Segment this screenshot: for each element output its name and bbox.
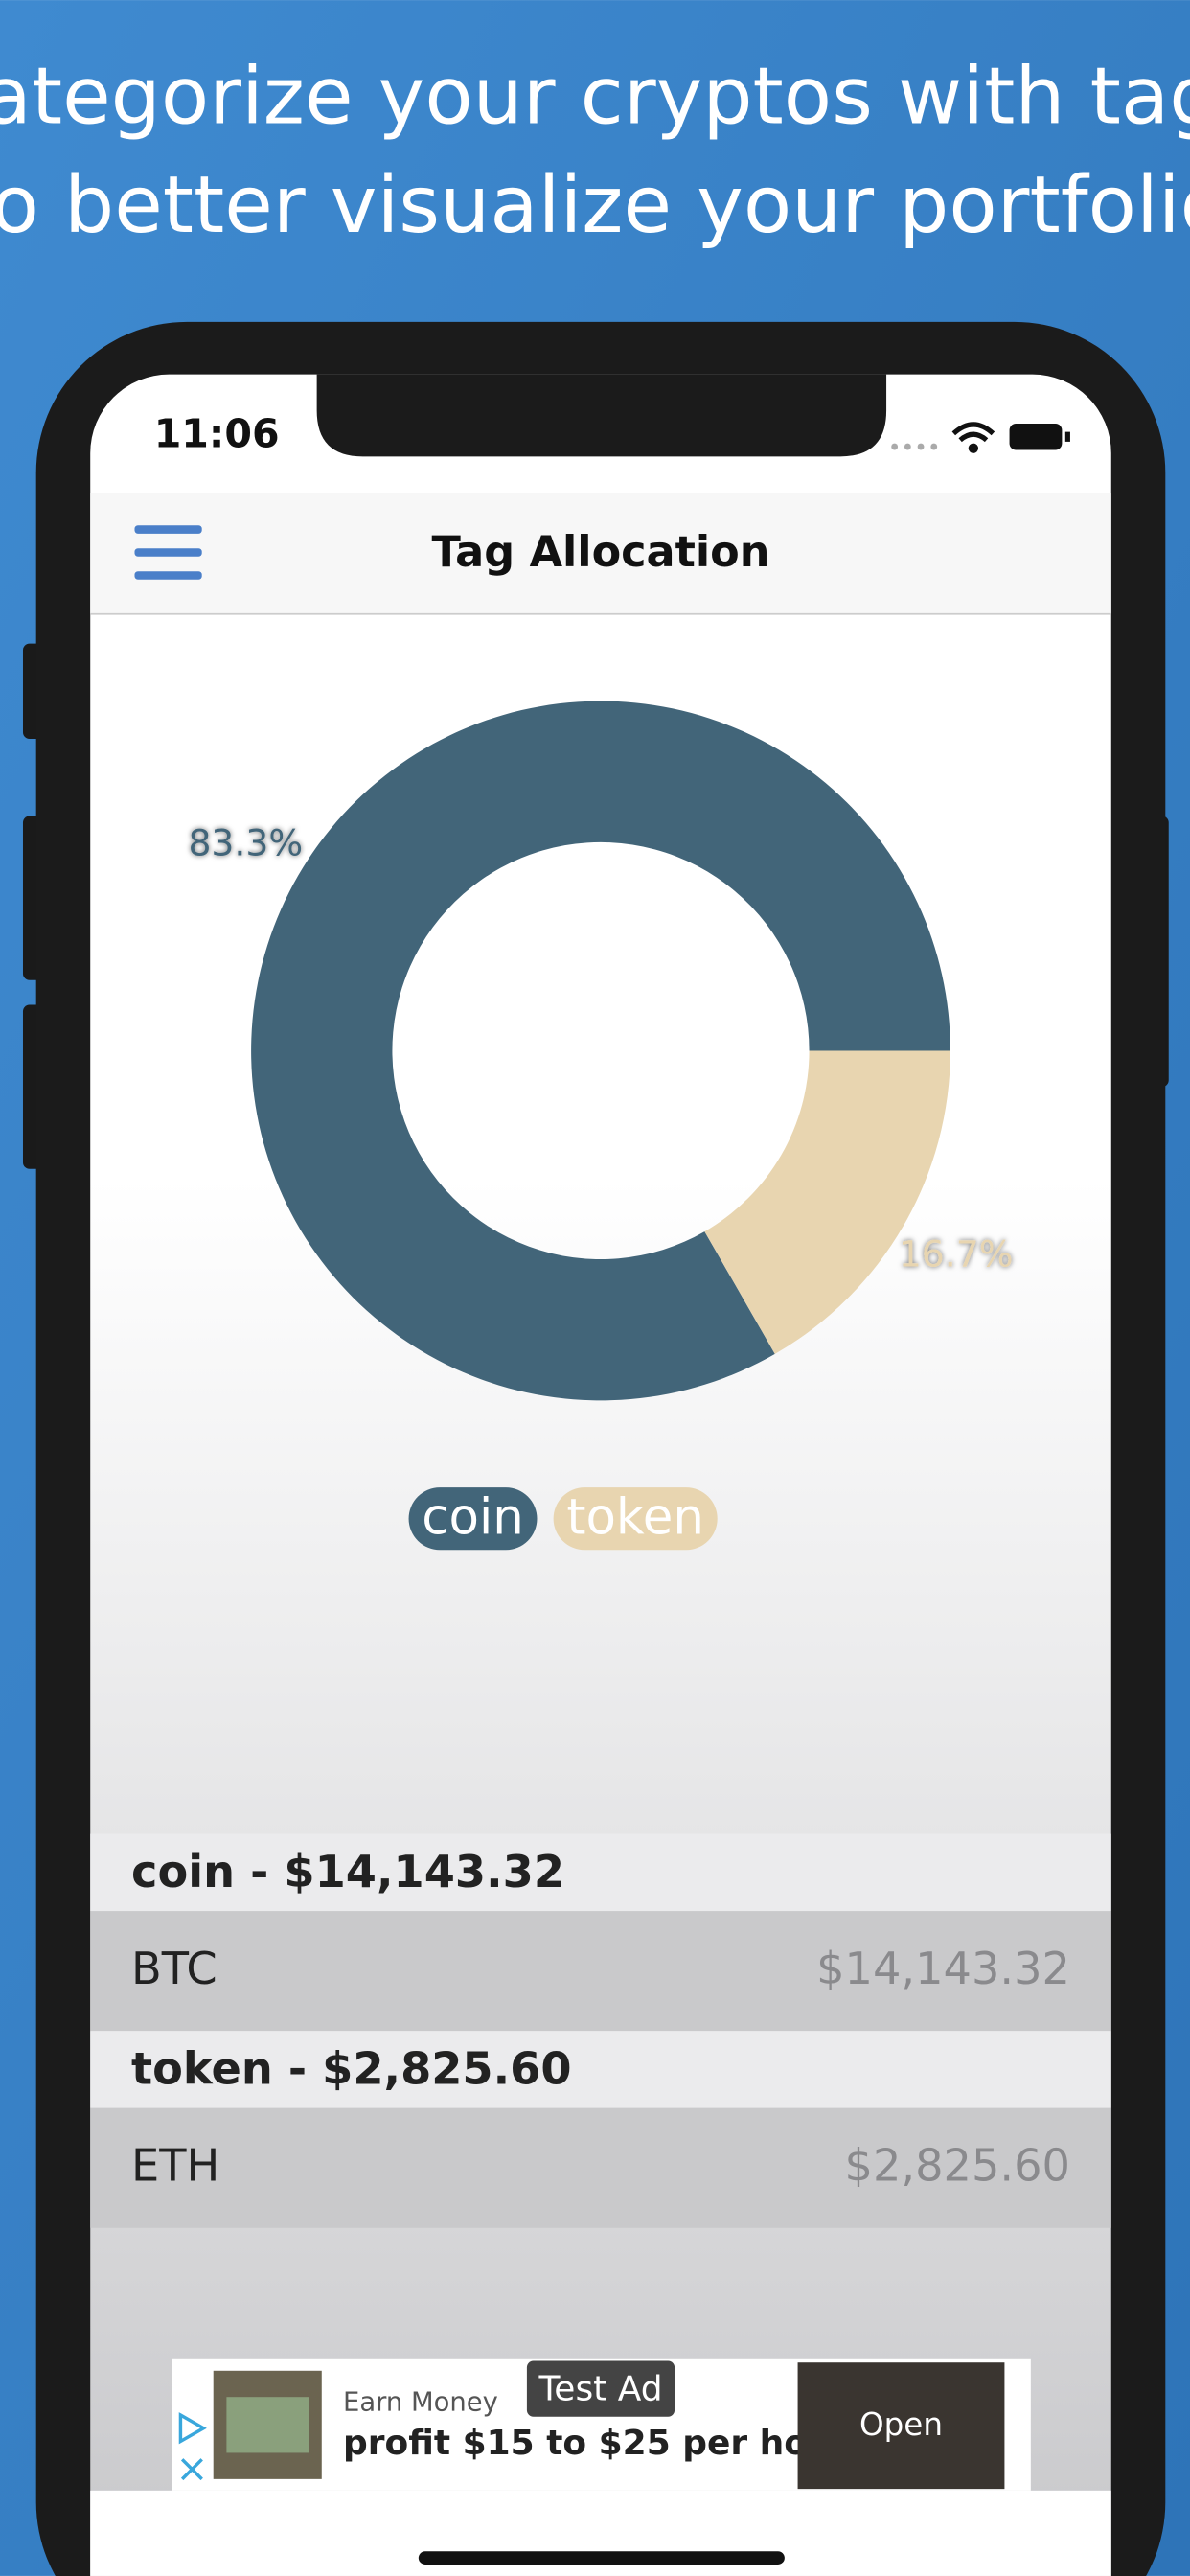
ad-button[interactable] <box>797 2362 1005 2490</box>
notch <box>316 374 887 457</box>
tag-list: coin - $14,143.32 BTC $14,143.32 token - $2… <box>90 1833 1111 2228</box>
section-header <box>90 2031 1111 2108</box>
slice-label: 83.3% <box>188 821 303 863</box>
nav-bar <box>90 493 1111 614</box>
legend-pill <box>408 1487 538 1551</box>
legend-pill <box>553 1487 718 1551</box>
ad-banner[interactable]: Earn Money profit $15 to $25 per hour Te… <box>172 2358 1031 2491</box>
home-indicator <box>418 2551 785 2564</box>
ad-headline: profit $15 to $25 per hour <box>343 2424 850 2463</box>
asset-name: BTC <box>131 1943 217 1994</box>
ad-badge: Test Ad <box>538 2369 662 2408</box>
donut-chart: 83.3% 16.7% <box>188 701 1014 1401</box>
section-title: coin - $14,143.32 <box>131 1846 564 1898</box>
ad-label: Earn Money <box>343 2388 498 2418</box>
legend-item: coin <box>408 1487 538 1551</box>
legend-label: token <box>566 1488 704 1546</box>
status-icons <box>891 422 1070 453</box>
legend-item: token <box>553 1487 718 1551</box>
section-header <box>90 1833 1111 1912</box>
asset-row <box>90 1911 1111 2032</box>
status-time: 11:06 <box>154 411 280 457</box>
asset-name: ETH <box>131 2140 219 2192</box>
asset-value: $2,825.60 <box>845 2140 1070 2192</box>
legend-label: coin <box>422 1488 524 1546</box>
headline: Categorize your cryptos with tags <box>0 52 1190 143</box>
legend: coin token <box>408 1487 718 1551</box>
section-title: token - $2,825.60 <box>131 2043 572 2095</box>
asset-row <box>90 2107 1111 2228</box>
donut-segment <box>251 701 950 1401</box>
ad-badge-bg <box>526 2360 675 2417</box>
headline: to better visualize your portfolio <box>0 160 1190 251</box>
menu-button[interactable] <box>134 525 202 580</box>
ad-button-label[interactable]: Open <box>859 2406 943 2443</box>
nav-title: Tag Allocation <box>432 527 770 577</box>
donut-segment <box>704 1050 950 1354</box>
asset-value: $14,143.32 <box>816 1943 1070 1994</box>
slice-label: 16.7% <box>899 1232 1014 1275</box>
